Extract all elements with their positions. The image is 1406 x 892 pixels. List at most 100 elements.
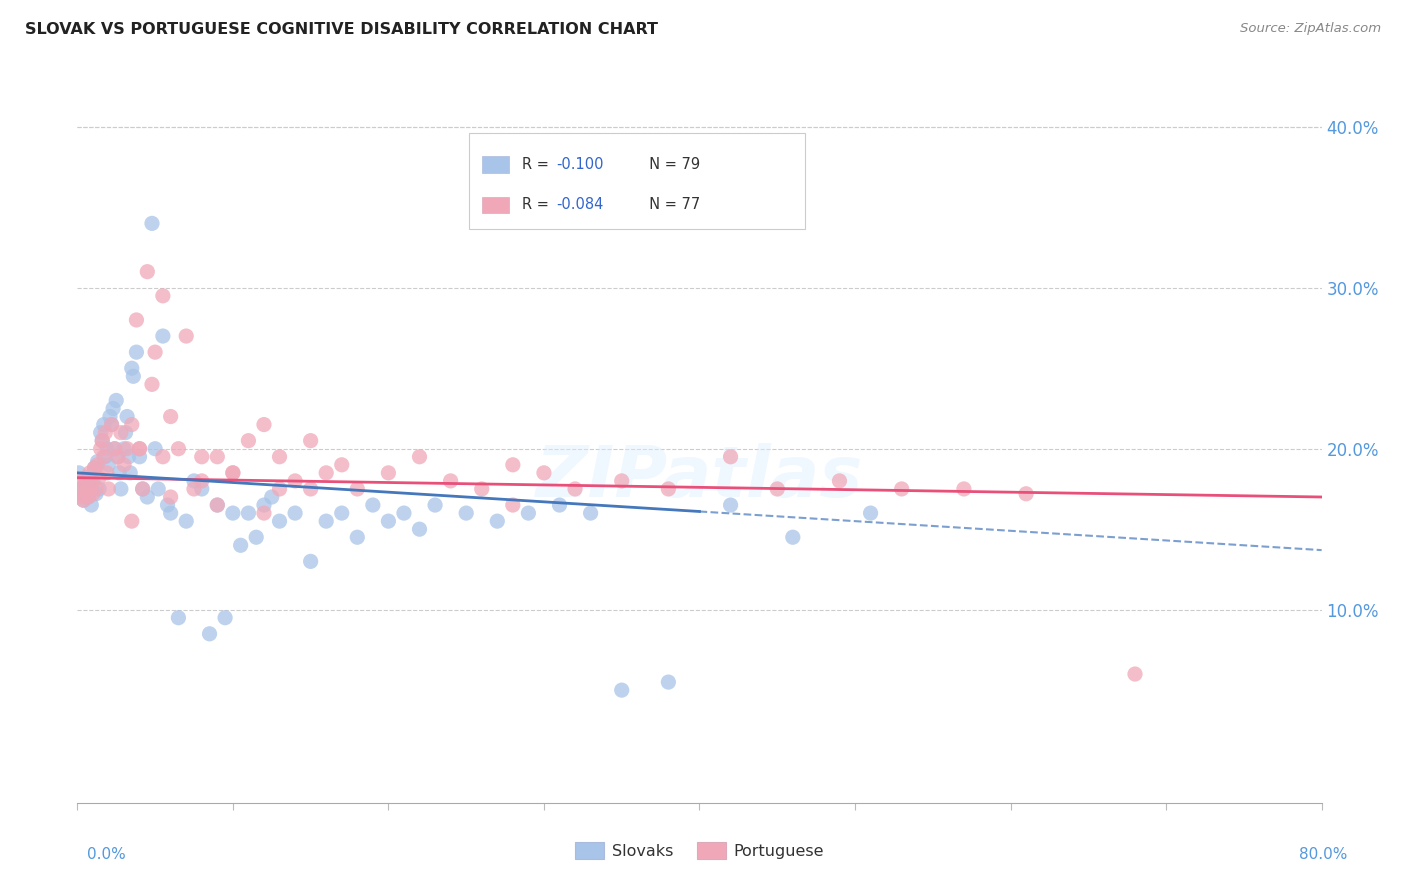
Point [141,216,163,230]
Point [72,493,94,508]
Point [104,442,127,456]
Point [83,461,105,475]
Point [83,461,105,475]
Point [77,490,100,504]
Point [72,493,94,508]
Text: 0.0%: 0.0% [87,847,127,862]
Point [122,369,145,384]
Text: 80.0%: 80.0% [1299,847,1347,862]
Point [97,458,120,472]
Point [86,454,108,468]
Point [115,442,138,456]
Point [315,466,337,480]
Point [198,627,221,641]
Point [486,514,509,528]
Point [782,530,804,544]
Point [80,477,103,491]
Point [222,506,245,520]
Point [82,474,104,488]
Point [284,506,307,520]
Point [408,450,430,464]
Point [828,474,851,488]
Point [80,498,103,512]
Point [253,506,276,520]
Point [76,482,98,496]
FancyBboxPatch shape [482,197,509,213]
Point [125,313,148,327]
Point [183,482,205,496]
Point [207,450,229,464]
Point [152,289,174,303]
Point [76,471,98,485]
Text: R =: R = [522,157,553,172]
Point [77,490,100,504]
Point [720,498,742,512]
Point [143,345,166,359]
Point [87,482,110,496]
Point [859,506,882,520]
Point [564,482,586,496]
Point [67,482,90,496]
Point [131,482,153,496]
Point [377,466,399,480]
Point [190,450,214,464]
Point [121,514,143,528]
Point [90,425,112,440]
Text: R =: R = [522,197,553,212]
Point [579,506,602,520]
Point [114,425,136,440]
Point [167,442,190,456]
Point [84,482,107,496]
Point [121,361,143,376]
Point [766,482,789,496]
Point [953,482,976,496]
Point [121,417,143,432]
Point [890,482,912,496]
Point [159,490,181,504]
Point [101,401,124,416]
Point [100,417,122,432]
Point [174,514,197,528]
Point [115,409,138,424]
Text: -0.100: -0.100 [557,157,605,172]
Point [502,458,524,472]
Point [91,434,114,448]
Point [456,506,478,520]
Point [69,482,91,496]
Point [67,466,90,480]
Point [112,458,135,472]
Point [87,471,110,485]
Point [128,442,150,456]
Point [1015,487,1038,501]
Point [75,477,97,491]
Text: N = 79: N = 79 [640,157,700,172]
Point [75,471,97,485]
Point [110,482,132,496]
Point [82,487,104,501]
Point [97,482,120,496]
Point [152,450,174,464]
Point [112,442,135,456]
Point [229,538,252,552]
Point [269,514,291,528]
Point [104,442,127,456]
Point [100,417,122,432]
Point [657,675,679,690]
Point [207,498,229,512]
Point [610,474,633,488]
Point [1123,667,1146,681]
Point [70,490,93,504]
FancyBboxPatch shape [470,133,806,229]
Point [108,466,131,480]
Point [91,434,114,448]
Point [84,487,107,501]
Point [238,506,260,520]
Point [120,466,142,480]
Point [548,498,571,512]
Point [96,466,118,480]
Point [118,450,141,464]
Text: -0.084: -0.084 [557,197,603,212]
Point [299,434,322,448]
Point [361,498,384,512]
Text: N = 77: N = 77 [640,197,700,212]
